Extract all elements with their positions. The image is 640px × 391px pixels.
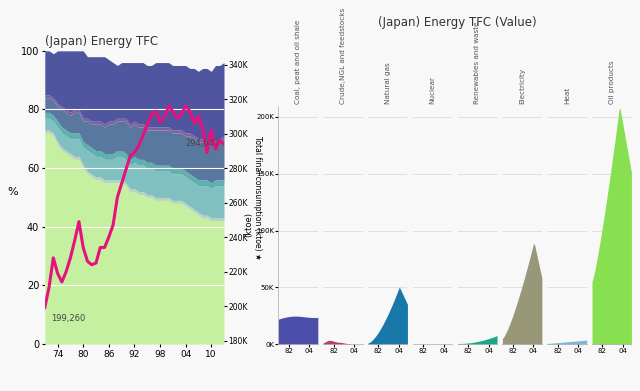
Y-axis label: %: %	[7, 187, 18, 197]
Text: Oil products: Oil products	[609, 60, 614, 104]
Y-axis label: Total final consumption (ktoe) ★: Total final consumption (ktoe) ★	[253, 136, 262, 259]
Text: Natural gas: Natural gas	[385, 62, 390, 104]
Text: Heat: Heat	[564, 86, 570, 104]
Text: Renewables and waste: Renewables and waste	[474, 21, 480, 104]
Text: (Japan) Energy TFC: (Japan) Energy TFC	[45, 35, 158, 48]
Text: 199,260: 199,260	[51, 314, 86, 323]
Text: (Japan) Energy TFC (Value): (Japan) Energy TFC (Value)	[378, 16, 537, 29]
Text: Electricity: Electricity	[519, 68, 525, 104]
Y-axis label: (ktoe): (ktoe)	[244, 212, 253, 237]
Text: Crude,NGL and feedstocks: Crude,NGL and feedstocks	[340, 7, 346, 104]
Text: 294,047: 294,047	[186, 140, 220, 149]
Text: Nuclear: Nuclear	[429, 75, 435, 104]
Text: Coal, peat and oil shale: Coal, peat and oil shale	[295, 19, 301, 104]
